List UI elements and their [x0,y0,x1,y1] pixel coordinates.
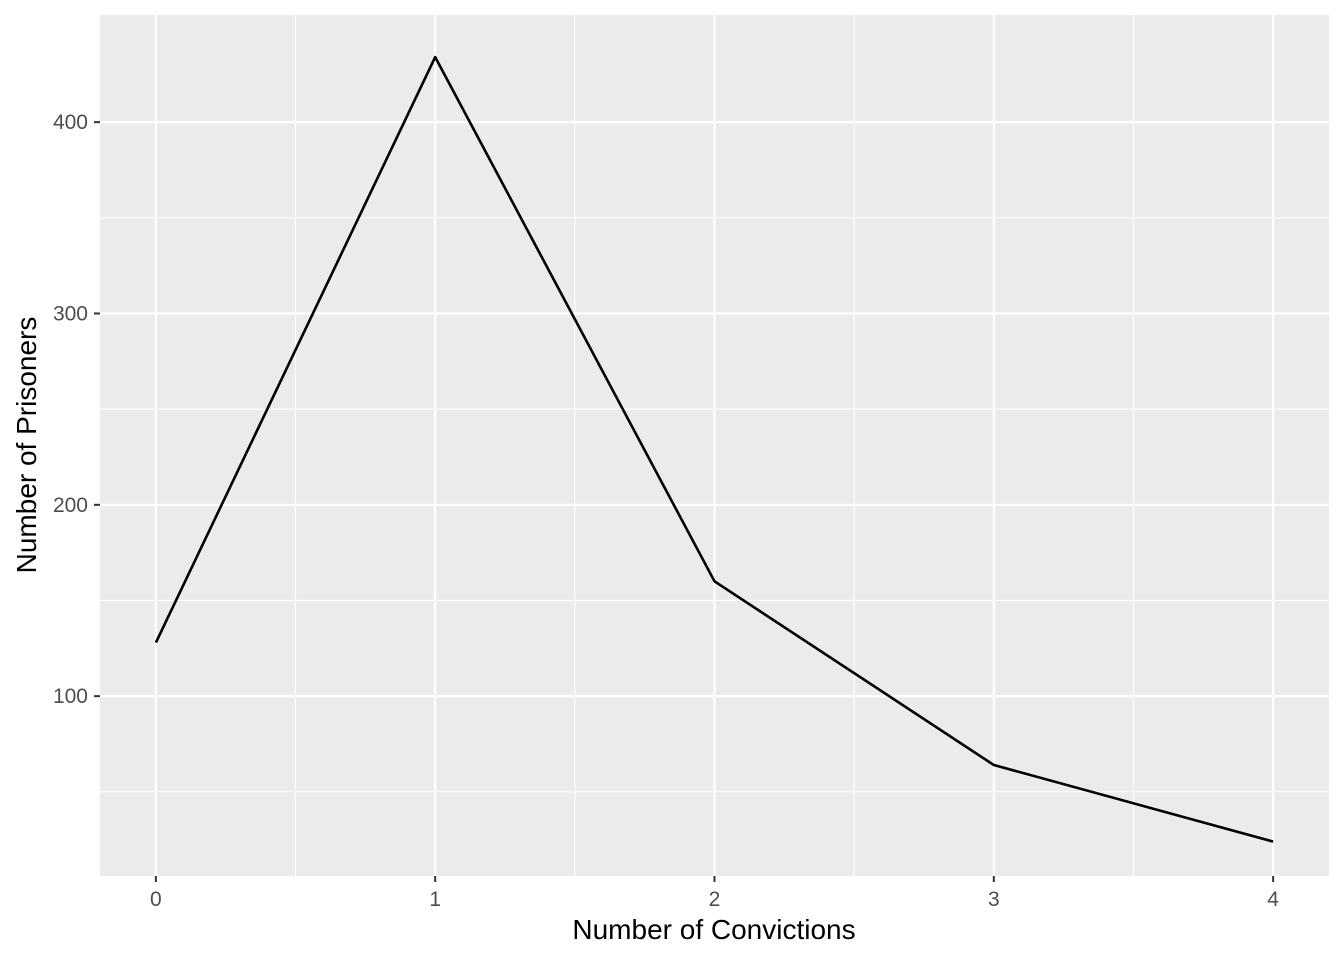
y-axis: 100 200 300 400 [53,111,100,708]
y-tick-label: 300 [53,302,88,325]
x-axis: 0 1 2 3 4 [150,876,1279,911]
x-tick-label: 1 [429,888,441,911]
grid-major [100,15,1329,876]
x-tick-label: 0 [150,888,162,911]
x-tick-label: 4 [1267,888,1279,911]
data-series [154,55,1274,843]
x-axis-title: Number of Convictions [572,914,855,945]
y-tick-label: 200 [53,494,88,517]
x-tick-label: 2 [709,888,721,911]
y-tick-label: 100 [53,685,88,708]
y-axis-title: Number of Prisoners [11,317,42,574]
y-tick-label: 400 [53,111,88,134]
x-tick-label: 3 [988,888,1000,911]
series-line [154,55,1274,843]
